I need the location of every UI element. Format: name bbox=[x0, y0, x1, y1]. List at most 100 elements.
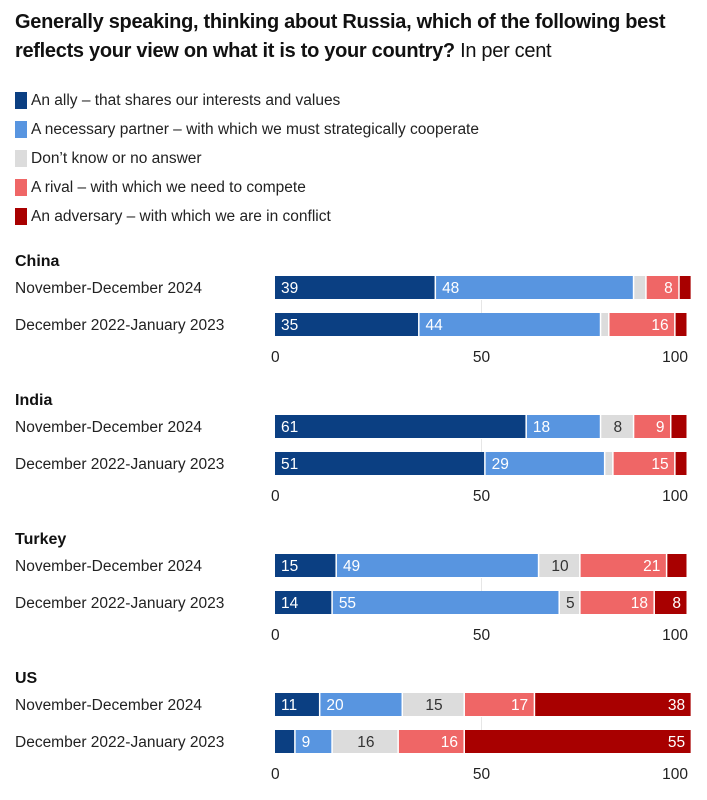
row-label: November-December 2024 bbox=[15, 697, 202, 714]
data-label-dontknow: 5 bbox=[566, 595, 575, 612]
data-label-adversary: 55 bbox=[668, 734, 685, 751]
row-label: December 2022-January 2023 bbox=[15, 734, 224, 751]
chart-title-main: Generally speaking, thinking about Russi… bbox=[15, 11, 666, 62]
legend-label-rival: A rival – with which we need to compete bbox=[31, 178, 306, 196]
x-tick-label: 0 bbox=[271, 488, 280, 505]
legend-label-adversary: An adversary – with which we are in conf… bbox=[31, 207, 331, 225]
data-label-rival: 8 bbox=[664, 280, 673, 297]
bar-segment-dontknow bbox=[403, 693, 464, 716]
x-tick-label: 100 bbox=[662, 349, 688, 366]
bar-segment-partner bbox=[332, 591, 559, 614]
bar-segment-dontknow bbox=[601, 313, 609, 336]
legend-item-adversary: An adversary – with which we are in conf… bbox=[15, 202, 479, 231]
bar-segment-partner bbox=[336, 554, 538, 577]
bar-segment-partner bbox=[526, 415, 600, 438]
data-label-ally: 35 bbox=[281, 317, 298, 334]
data-label-dontknow: 8 bbox=[613, 419, 622, 436]
row-label: December 2022-January 2023 bbox=[15, 595, 224, 612]
data-label-partner: 55 bbox=[339, 595, 356, 612]
bar-segment-ally bbox=[275, 591, 332, 614]
legend-swatch-ally bbox=[15, 92, 27, 109]
row-label: December 2022-January 2023 bbox=[15, 456, 224, 473]
data-label-rival: 21 bbox=[643, 558, 660, 575]
bar-segment-ally bbox=[275, 693, 319, 716]
x-tick-label: 100 bbox=[662, 766, 688, 783]
chart-title: Generally speaking, thinking about Russi… bbox=[15, 8, 705, 66]
data-label-dontknow: 10 bbox=[551, 558, 569, 575]
data-label-ally: 11 bbox=[281, 697, 297, 714]
data-label-partner: 29 bbox=[492, 456, 509, 473]
data-label-adversary: 8 bbox=[672, 595, 681, 612]
legend-swatch-partner bbox=[15, 121, 27, 138]
legend-item-ally: An ally – that shares our interests and … bbox=[15, 86, 479, 115]
country-label: US bbox=[15, 670, 38, 687]
legend: An ally – that shares our interests and … bbox=[15, 86, 479, 231]
legend-item-dontknow: Don’t know or no answer bbox=[15, 144, 479, 173]
data-label-dontknow: 16 bbox=[357, 734, 374, 751]
data-label-partner: 9 bbox=[302, 734, 311, 751]
bar-segment-rival bbox=[580, 554, 666, 577]
legend-swatch-adversary bbox=[15, 208, 27, 225]
bar-segment-partner bbox=[320, 693, 402, 716]
bar-segment-partner bbox=[295, 730, 332, 753]
chart-title-unit: In per cent bbox=[454, 40, 552, 62]
x-tick-label: 0 bbox=[271, 627, 280, 644]
bar-segment-ally bbox=[275, 276, 435, 299]
data-label-rival: 15 bbox=[651, 456, 668, 473]
bar-segment-adversary bbox=[535, 693, 691, 716]
bar-segment-partner bbox=[485, 452, 604, 475]
bar-segment-rival bbox=[634, 415, 670, 438]
x-tick-label: 50 bbox=[473, 349, 491, 366]
bar-segment-dontknow bbox=[559, 591, 580, 614]
data-label-ally: 39 bbox=[281, 280, 298, 297]
bar-segment-ally bbox=[275, 313, 419, 336]
data-label-partner: 18 bbox=[533, 419, 550, 436]
bar-segment-dontknow bbox=[605, 452, 613, 475]
bar-segment-adversary bbox=[671, 415, 687, 438]
data-label-rival: 16 bbox=[651, 317, 668, 334]
data-label-rival: 17 bbox=[511, 697, 528, 714]
x-tick-label: 50 bbox=[473, 627, 491, 644]
bar-segment-adversary bbox=[654, 591, 687, 614]
country-label: India bbox=[15, 392, 52, 409]
bar-segment-dontknow bbox=[634, 276, 646, 299]
legend-label-partner: A necessary partner – with which we must… bbox=[31, 120, 479, 138]
legend-swatch-rival bbox=[15, 179, 27, 196]
data-label-adversary: 38 bbox=[668, 697, 685, 714]
legend-swatch-dontknow bbox=[15, 150, 27, 167]
data-label-partner: 48 bbox=[442, 280, 459, 297]
bar-segment-adversary bbox=[464, 730, 691, 753]
legend-item-rival: A rival – with which we need to compete bbox=[15, 173, 479, 202]
x-tick-label: 100 bbox=[662, 627, 688, 644]
data-label-ally: 15 bbox=[281, 558, 298, 575]
bar-segment-adversary bbox=[675, 313, 687, 336]
bar-segment-adversary bbox=[675, 452, 687, 475]
data-label-ally: 14 bbox=[281, 595, 299, 612]
row-label: November-December 2024 bbox=[15, 419, 202, 436]
bar-segment-rival bbox=[464, 693, 534, 716]
bar-segment-rival bbox=[580, 591, 654, 614]
bar-segment-dontknow bbox=[539, 554, 580, 577]
x-tick-label: 0 bbox=[271, 349, 280, 366]
data-label-rival: 18 bbox=[631, 595, 648, 612]
bar-segment-ally bbox=[275, 554, 336, 577]
bar-segment-adversary bbox=[679, 276, 691, 299]
country-label: China bbox=[15, 253, 60, 270]
data-label-partner: 49 bbox=[343, 558, 360, 575]
bar-segment-rival bbox=[646, 276, 679, 299]
data-label-ally: 61 bbox=[281, 419, 298, 436]
bar-segment-rival bbox=[398, 730, 464, 753]
bar-segment-dontknow bbox=[601, 415, 633, 438]
row-label: November-December 2024 bbox=[15, 558, 202, 575]
data-label-dontknow: 15 bbox=[425, 697, 442, 714]
row-label: November-December 2024 bbox=[15, 280, 202, 297]
x-tick-label: 100 bbox=[662, 488, 688, 505]
legend-label-ally: An ally – that shares our interests and … bbox=[31, 91, 341, 109]
row-label: December 2022-January 2023 bbox=[15, 317, 224, 334]
data-label-partner: 20 bbox=[326, 697, 344, 714]
x-tick-label: 0 bbox=[271, 766, 280, 783]
bar-segment-ally bbox=[275, 415, 526, 438]
legend-label-dontknow: Don’t know or no answer bbox=[31, 149, 202, 167]
bar-segment-rival bbox=[609, 313, 675, 336]
